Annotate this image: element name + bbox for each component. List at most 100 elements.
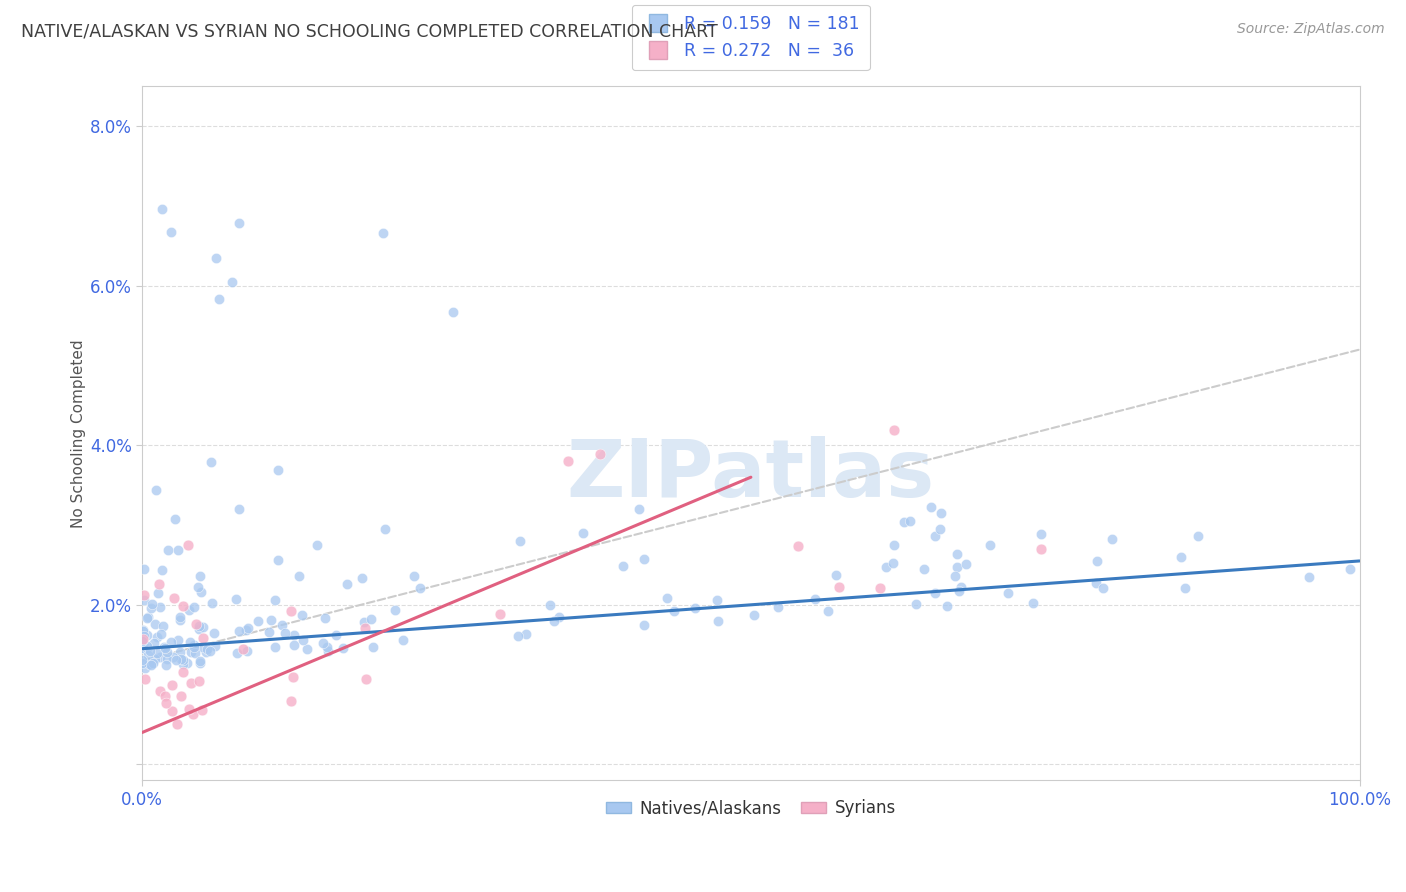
Point xyxy=(883,538,905,552)
Point xyxy=(188,655,211,669)
Point xyxy=(628,502,651,516)
Point xyxy=(1029,526,1052,541)
Point xyxy=(441,305,464,319)
Point xyxy=(948,584,970,599)
Point xyxy=(336,577,359,591)
Point xyxy=(134,672,156,686)
Point xyxy=(515,627,537,641)
Point xyxy=(177,603,200,617)
Point xyxy=(166,717,188,731)
Point xyxy=(633,551,655,566)
Point xyxy=(402,569,425,583)
Point xyxy=(260,613,283,627)
Point xyxy=(176,656,198,670)
Point xyxy=(572,525,595,540)
Point xyxy=(167,633,190,648)
Point xyxy=(162,650,184,665)
Point xyxy=(135,628,157,642)
Point xyxy=(547,609,569,624)
Point xyxy=(187,622,209,636)
Point xyxy=(138,657,160,672)
Point xyxy=(904,597,927,611)
Point xyxy=(929,506,952,520)
Point xyxy=(149,627,172,641)
Point xyxy=(166,542,188,557)
Point xyxy=(153,640,176,654)
Point xyxy=(371,226,394,240)
Point xyxy=(1174,581,1197,595)
Point xyxy=(193,620,215,634)
Point xyxy=(134,593,156,607)
Point xyxy=(557,454,579,468)
Point xyxy=(766,600,789,615)
Point xyxy=(132,623,155,637)
Point xyxy=(332,641,354,656)
Point xyxy=(148,577,170,591)
Point xyxy=(1187,529,1209,543)
Point xyxy=(612,558,634,573)
Point xyxy=(924,529,946,543)
Point xyxy=(825,568,848,582)
Point xyxy=(263,640,285,655)
Point xyxy=(316,640,339,654)
Point xyxy=(155,641,177,656)
Point xyxy=(893,515,915,529)
Point xyxy=(247,614,270,628)
Point xyxy=(163,591,186,606)
Point xyxy=(162,704,184,718)
Point xyxy=(283,638,305,652)
Point xyxy=(979,537,1001,551)
Point xyxy=(236,643,259,657)
Point xyxy=(152,619,174,633)
Point xyxy=(204,251,226,265)
Point xyxy=(134,641,156,656)
Point xyxy=(190,585,212,599)
Point xyxy=(159,635,181,649)
Point xyxy=(869,581,891,595)
Point xyxy=(195,642,218,657)
Point xyxy=(935,599,957,613)
Point xyxy=(353,615,375,629)
Point xyxy=(257,625,280,640)
Point xyxy=(920,500,942,514)
Point xyxy=(1170,549,1192,564)
Point xyxy=(195,645,218,659)
Point xyxy=(146,586,169,600)
Point xyxy=(295,642,318,657)
Point xyxy=(543,614,565,628)
Point xyxy=(149,599,172,614)
Point xyxy=(202,625,225,640)
Point xyxy=(1085,576,1108,591)
Point xyxy=(163,512,186,526)
Point xyxy=(191,631,214,645)
Point xyxy=(509,533,531,548)
Point xyxy=(172,599,194,614)
Point xyxy=(187,580,209,594)
Point xyxy=(131,632,153,647)
Point xyxy=(291,607,314,622)
Point xyxy=(138,657,160,672)
Point xyxy=(145,483,167,498)
Point xyxy=(325,628,347,642)
Point xyxy=(132,629,155,643)
Point xyxy=(146,630,169,644)
Point xyxy=(912,562,935,576)
Point xyxy=(540,598,562,612)
Text: Source: ZipAtlas.com: Source: ZipAtlas.com xyxy=(1237,22,1385,37)
Point xyxy=(131,633,153,648)
Point xyxy=(134,562,156,576)
Point xyxy=(1021,596,1043,610)
Point xyxy=(179,702,201,716)
Y-axis label: No Schooling Completed: No Schooling Completed xyxy=(72,339,86,528)
Point xyxy=(1092,581,1115,595)
Point xyxy=(1101,532,1123,546)
Point xyxy=(155,689,177,703)
Point xyxy=(354,621,377,635)
Point xyxy=(588,447,610,461)
Point xyxy=(131,657,153,671)
Text: ZIPatlas: ZIPatlas xyxy=(567,436,935,514)
Point xyxy=(131,653,153,667)
Point xyxy=(946,560,969,574)
Legend: Natives/Alaskans, Syrians: Natives/Alaskans, Syrians xyxy=(599,793,903,824)
Point xyxy=(136,640,159,655)
